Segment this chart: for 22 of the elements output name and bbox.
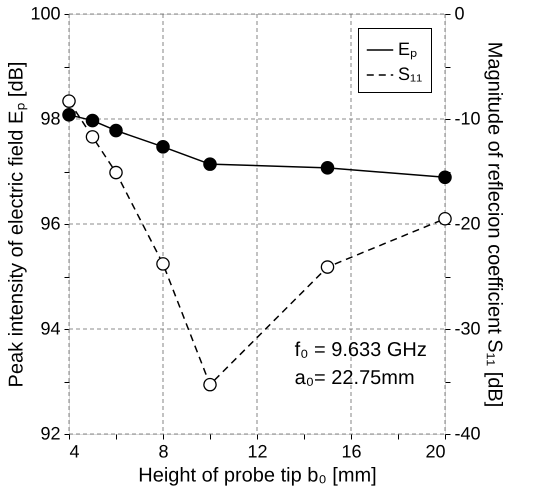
- x-tick-label: 4: [70, 442, 80, 462]
- y-tick-label: 96: [40, 214, 60, 234]
- legend-label: Eₚ: [398, 39, 418, 60]
- y2-tick-label: -30: [454, 318, 481, 338]
- y-tick-label: 94: [40, 318, 60, 338]
- legend-label: S₁₁: [398, 64, 422, 84]
- y2-tick-label: -40: [454, 424, 481, 444]
- y2-tick-label: -20: [454, 214, 481, 234]
- y2-tick-label: 0: [454, 4, 465, 24]
- x-tick-label: 20: [425, 442, 446, 462]
- annotation: f₀ = 9.633 GHz: [294, 339, 427, 361]
- y-tick-label: 98: [40, 108, 60, 128]
- x-tick-label: 8: [158, 442, 169, 462]
- y-tick-label: 100: [30, 4, 60, 24]
- y-tick-label: 92: [40, 424, 60, 444]
- x-tick-label: 12: [247, 442, 268, 462]
- annotation: a₀= 22.75mm: [294, 367, 415, 389]
- y2-axis-title: Magnitude of reflecion coefficient S₁₁ [dB]: [484, 42, 506, 408]
- y2-tick-label: -10: [454, 108, 481, 128]
- x-tick-label: 16: [341, 442, 362, 462]
- x-axis-title: Height of probe tip b₀ [mm]: [138, 464, 377, 486]
- y-axis-title: Peak intensity of electric field Eₚ [dB]: [5, 62, 28, 388]
